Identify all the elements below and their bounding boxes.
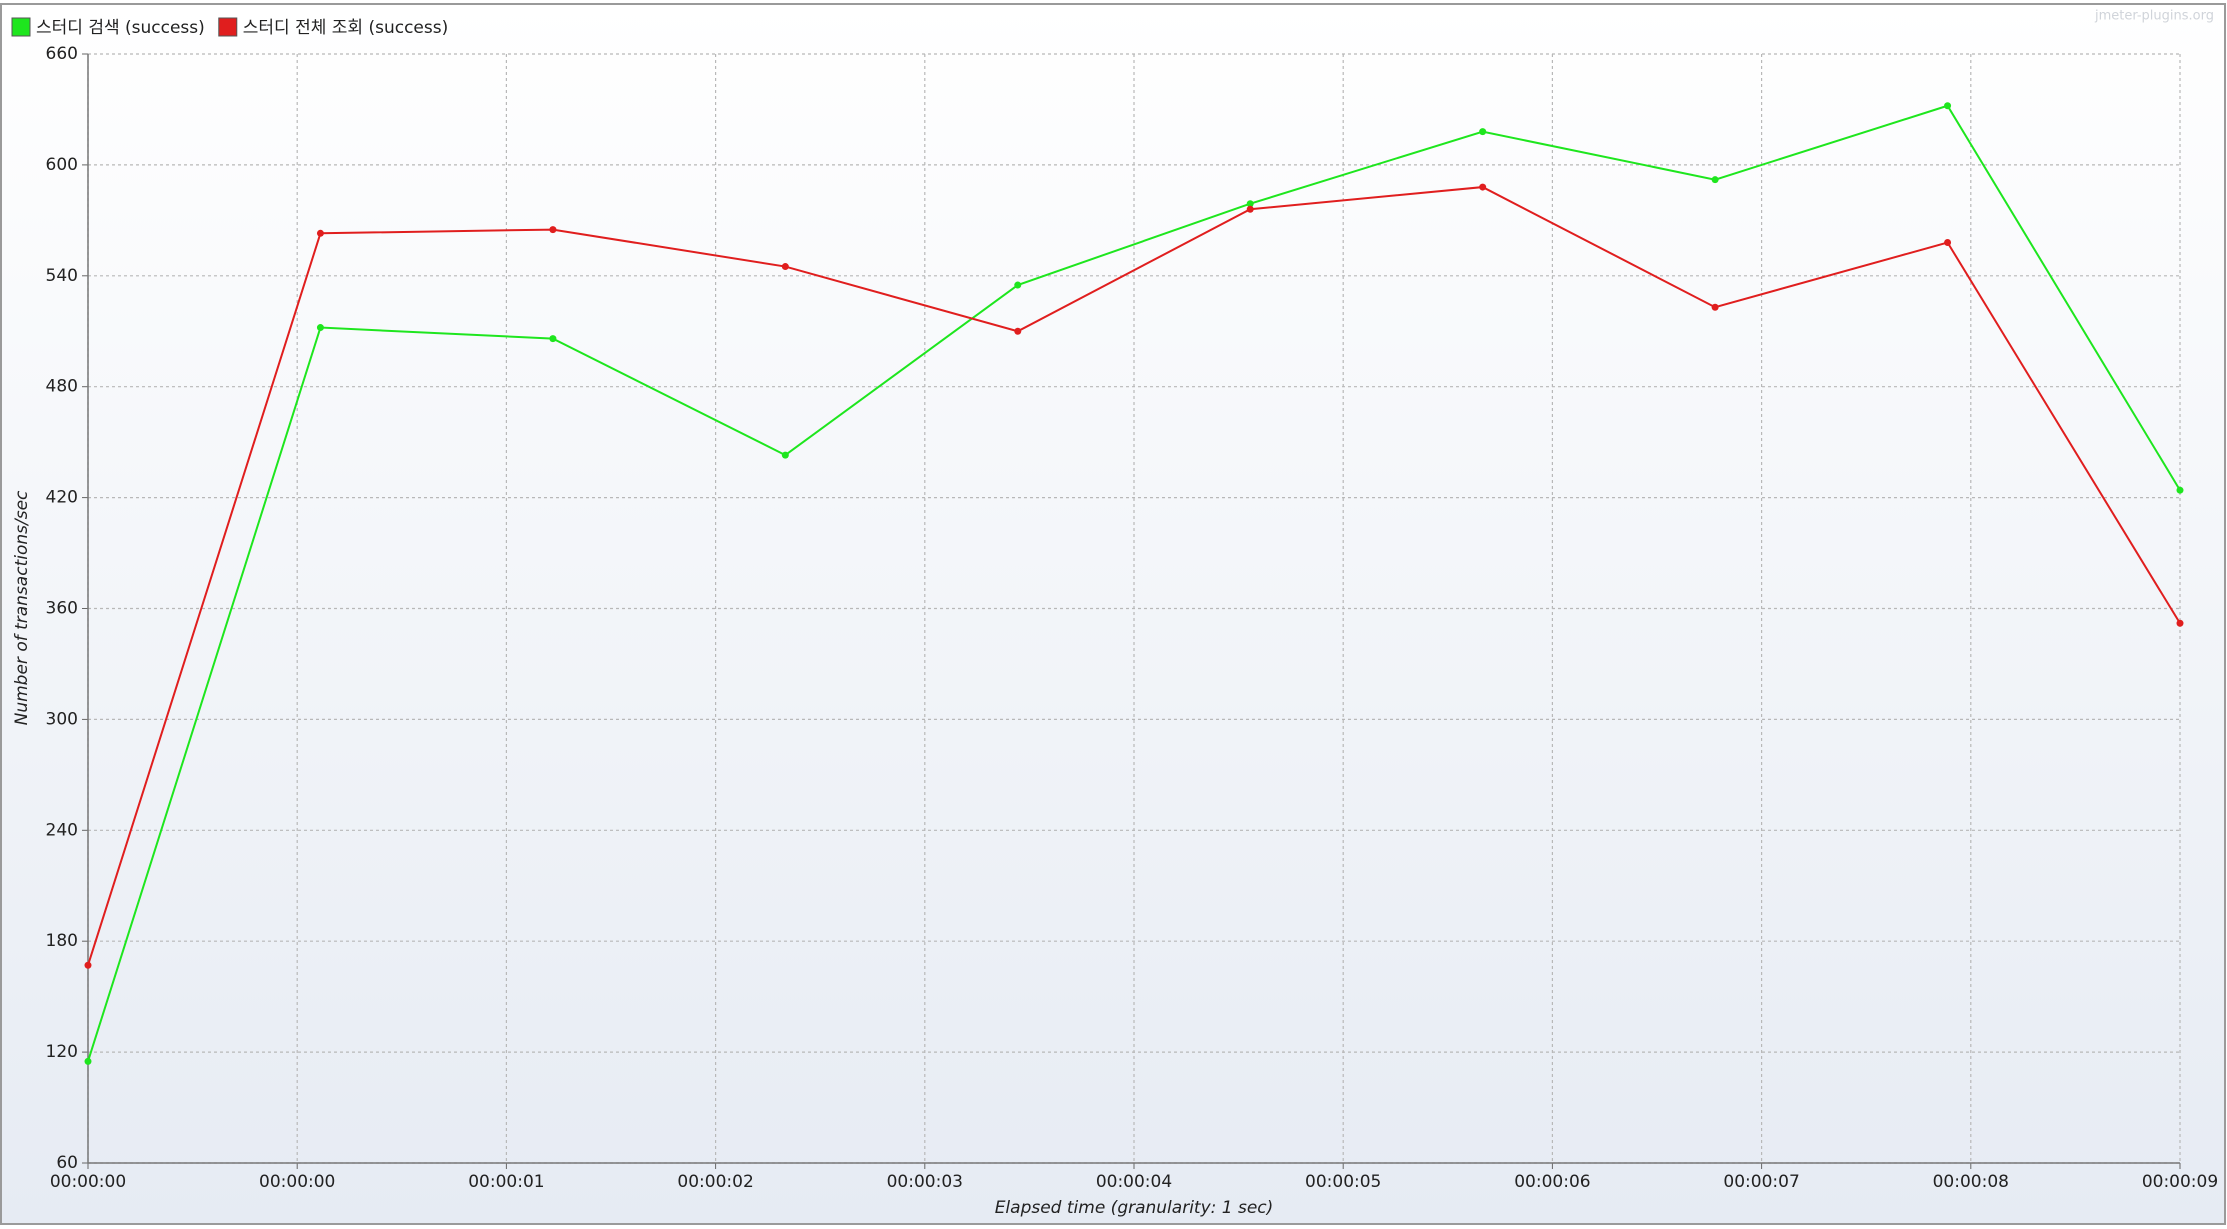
data-point bbox=[1014, 327, 1022, 335]
x-tick-label: 00:00:08 bbox=[1933, 1172, 2009, 1192]
legend-label: 스터디 전체 조회 (success) bbox=[243, 18, 448, 38]
data-point bbox=[1246, 200, 1254, 208]
x-tick-label: 00:00:04 bbox=[1096, 1172, 1172, 1192]
y-tick-label: 660 bbox=[46, 44, 78, 64]
data-point bbox=[781, 263, 789, 271]
y-tick-label: 600 bbox=[46, 155, 78, 175]
legend-swatch bbox=[11, 17, 31, 37]
y-tick-label: 480 bbox=[46, 377, 78, 397]
series-line bbox=[87, 104, 2181, 1062]
x-tick-label: 00:00:00 bbox=[259, 1172, 335, 1192]
data-point bbox=[1944, 239, 1952, 247]
series-line bbox=[87, 186, 2181, 966]
y-tick-label: 420 bbox=[46, 488, 78, 508]
x-tick-label: 00:00:02 bbox=[677, 1172, 753, 1192]
x-tick-label: 00:00:00 bbox=[50, 1172, 126, 1192]
y-tick-label: 120 bbox=[46, 1042, 78, 1062]
x-tick-label: 00:00:01 bbox=[468, 1172, 544, 1192]
legend-label: 스터디 검색 (success) bbox=[36, 18, 205, 38]
data-point bbox=[1479, 183, 1487, 191]
data-point bbox=[84, 1057, 92, 1065]
y-tick-label: 240 bbox=[46, 820, 78, 840]
x-tick-label: 00:00:09 bbox=[2142, 1172, 2218, 1192]
x-tick-label: 00:00:03 bbox=[887, 1172, 963, 1192]
y-tick-label: 180 bbox=[46, 931, 78, 951]
legend-swatch bbox=[218, 17, 238, 37]
x-tick-label: 00:00:07 bbox=[1723, 1172, 1799, 1192]
x-tick-label: 00:00:06 bbox=[1514, 1172, 1590, 1192]
y-axis-label: Number of transactions/sec bbox=[12, 490, 32, 725]
x-tick-label: 00:00:05 bbox=[1305, 1172, 1381, 1192]
data-point bbox=[1711, 303, 1719, 311]
data-point bbox=[2176, 486, 2184, 494]
watermark: jmeter-plugins.org bbox=[2094, 9, 2214, 24]
data-point bbox=[1711, 176, 1719, 184]
data-point bbox=[1014, 281, 1022, 289]
y-tick-label: 540 bbox=[46, 266, 78, 286]
data-point bbox=[84, 961, 92, 969]
data-point bbox=[316, 324, 324, 332]
data-point bbox=[549, 226, 557, 234]
chart-background bbox=[0, 3, 2226, 1225]
data-point bbox=[1246, 205, 1254, 213]
data-point bbox=[316, 229, 324, 237]
y-tick-label: 300 bbox=[46, 709, 78, 729]
x-axis-label: Elapsed time (granularity: 1 sec) bbox=[995, 1198, 1274, 1218]
y-tick-label: 360 bbox=[46, 599, 78, 619]
y-tick-label: 60 bbox=[56, 1153, 78, 1173]
data-point bbox=[781, 451, 789, 459]
data-point bbox=[549, 335, 557, 343]
data-point bbox=[1944, 102, 1952, 110]
data-point bbox=[2176, 619, 2184, 627]
data-point bbox=[1479, 128, 1487, 136]
